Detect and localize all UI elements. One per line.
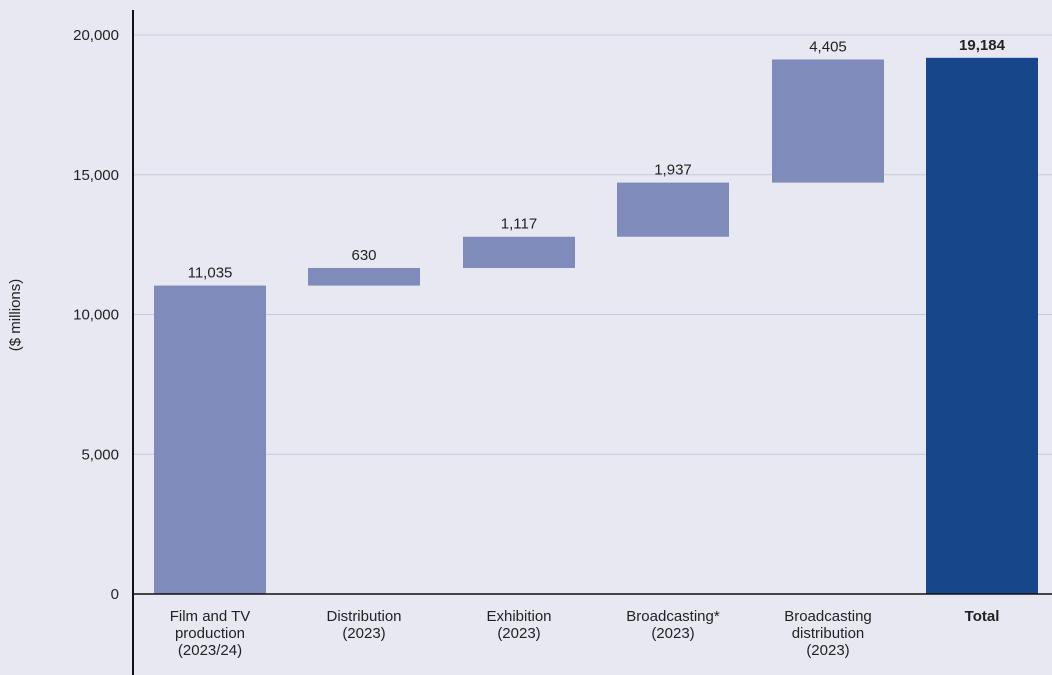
bars	[154, 57, 1038, 595]
x-category-label: Film and TV production (2023/24)	[170, 608, 251, 659]
x-category-label: Exhibition (2023)	[486, 608, 551, 642]
y-tick-label: 0	[111, 586, 119, 603]
bar	[308, 267, 420, 286]
bar-value-label: 1,117	[501, 216, 537, 233]
bar-value-label: 19,184	[959, 37, 1006, 54]
y-axis-label: ($ millions)	[7, 279, 24, 352]
y-tick-labels: 0 5,000 10,000 15,000 20,000	[73, 27, 119, 603]
y-tick-label: 15,000	[73, 167, 119, 184]
bar-value-label: 4,405	[809, 38, 847, 55]
x-category-label: Broadcasting* (2023)	[626, 608, 720, 642]
bar	[154, 285, 266, 594]
x-category-label: Broadcasting distribution (2023)	[784, 608, 872, 659]
bar	[772, 59, 884, 183]
y-tick-label: 20,000	[73, 27, 119, 44]
bar-value-label: 11,035	[188, 265, 233, 282]
bar-value-label: 1,937	[654, 162, 692, 179]
x-category-label: Distribution (2023)	[326, 608, 401, 642]
bar-value-label: 630	[351, 247, 376, 264]
value-labels: 11,035 630 1,117 1,937 4,405 19,184	[188, 37, 1006, 282]
bar	[463, 236, 575, 268]
gridlines	[133, 34, 1052, 455]
bar	[926, 57, 1038, 595]
y-tick-label: 10,000	[73, 307, 119, 324]
x-category-label: Total	[965, 608, 1000, 625]
x-category-labels: Film and TV production (2023/24) Distributi…	[170, 608, 1000, 659]
bar	[617, 182, 729, 237]
y-tick-label: 5,000	[81, 446, 119, 463]
